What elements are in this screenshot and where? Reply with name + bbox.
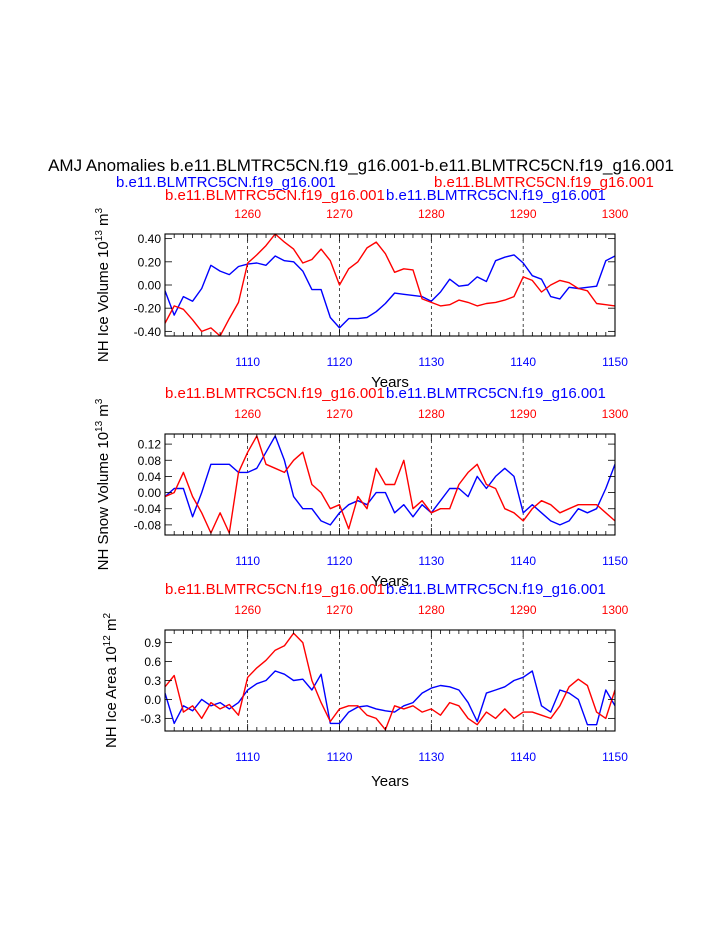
- x-bottom-tick-label: 1130: [418, 554, 444, 568]
- y-tick-label: 0.3: [144, 674, 161, 688]
- x-bottom-tick-label: 1150: [602, 355, 628, 369]
- panel-title-right: b.e11.BLMTRC5CN.f19_g16.001: [386, 581, 606, 598]
- y-tick-label: 0.08: [138, 454, 162, 468]
- x-bottom-tick-label: 1130: [418, 750, 444, 764]
- x-top-tick-label: 1300: [602, 407, 629, 421]
- chart-panel-2: -0.08 -0.04 0.00 0.04 0.08 0.12 1110 1120 1130 11…: [94, 385, 629, 590]
- panel-title-right: b.e11.BLMTRC5CN.f19_g16.001: [386, 385, 606, 402]
- chart-panel-3: -0.3 0.0 0.3 0.6 0.9 1110 1120 1130 1140 1150 1260…: [102, 581, 629, 790]
- x-top-tick-label: 1290: [510, 603, 537, 617]
- y-tick-label: 0.12: [138, 438, 162, 452]
- y-tick-label: -0.3: [140, 712, 161, 726]
- y-tick-label: 0.00: [138, 486, 162, 500]
- x-top-tick-label: 1280: [418, 407, 445, 421]
- x-top-tick-label: 1260: [234, 603, 261, 617]
- figure-title: AMJ Anomalies b.e11.BLMTRC5CN.f19_g16.00…: [48, 156, 674, 175]
- x-top-tick-label: 1290: [510, 207, 537, 221]
- x-top-tick-label: 1300: [602, 207, 629, 221]
- y-tick-label: 0.9: [144, 636, 161, 650]
- x-top-tick-label: 1270: [326, 603, 353, 617]
- x-axis-label: Years: [371, 374, 409, 391]
- y-axis-label: NH Snow Volume 1013 m3: [94, 398, 112, 570]
- series-line-red: [165, 632, 615, 731]
- y-tick-label: 0.04: [138, 470, 162, 484]
- x-bottom-tick-label: 1110: [235, 554, 260, 568]
- y-tick-label: 0.40: [138, 232, 162, 246]
- panel-title-left: b.e11.BLMTRC5CN.f19_g16.001: [165, 385, 385, 402]
- x-bottom-tick-label: 1130: [418, 355, 444, 369]
- x-top-tick-label: 1270: [326, 407, 353, 421]
- series-line-blue: [165, 254, 615, 329]
- y-tick-label: 0.6: [144, 655, 161, 669]
- series-line-red: [165, 435, 615, 534]
- panel-title-left: b.e11.BLMTRC5CN.f19_g16.001: [165, 187, 385, 204]
- y-axis-label: NH Ice Area 1012 m2: [102, 613, 120, 749]
- x-bottom-tick-label: 1140: [510, 355, 536, 369]
- x-bottom-tick-label: 1120: [327, 355, 353, 369]
- y-tick-label: -0.40: [134, 325, 162, 339]
- chart-panel-1: -0.40 -0.20 0.00 0.20 0.40 1110 1120 1130 1140 11…: [94, 187, 629, 391]
- x-top-tick-label: 1260: [234, 407, 261, 421]
- x-bottom-tick-label: 1110: [235, 355, 260, 369]
- y-tick-label: 0.20: [138, 255, 162, 269]
- series-line-red: [165, 234, 615, 336]
- y-tick-label: -0.20: [134, 302, 162, 316]
- x-top-tick-label: 1280: [418, 603, 445, 617]
- x-bottom-tick-label: 1110: [235, 750, 260, 764]
- y-axis-label: NH Ice Volume 1013 m3: [94, 207, 112, 362]
- series-line-blue: [165, 670, 615, 726]
- figure-subtitle-right: b.e11.BLMTRC5CN.f19_g16.001: [434, 174, 654, 191]
- y-tick-label: 0.0: [144, 693, 161, 707]
- x-top-tick-label: 1300: [602, 603, 629, 617]
- panel-title-right: b.e11.BLMTRC5CN.f19_g16.001: [386, 187, 606, 204]
- plot-frame: [164, 233, 616, 337]
- series-line-blue: [165, 435, 615, 526]
- x-bottom-tick-label: 1140: [510, 554, 536, 568]
- y-tick-label: -0.04: [134, 502, 162, 516]
- x-top-tick-label: 1270: [326, 207, 353, 221]
- figure-subtitle-left: b.e11.BLMTRC5CN.f19_g16.001: [116, 174, 336, 191]
- x-top-tick-label: 1260: [234, 207, 261, 221]
- y-tick-label: 0.00: [138, 279, 162, 293]
- x-bottom-tick-label: 1120: [327, 750, 353, 764]
- x-axis-label: Years: [371, 573, 409, 590]
- x-bottom-tick-label: 1140: [510, 750, 536, 764]
- x-top-tick-label: 1280: [418, 207, 445, 221]
- x-axis-label: Years: [371, 773, 409, 790]
- y-tick-label: -0.08: [134, 518, 162, 532]
- x-bottom-tick-label: 1150: [602, 750, 628, 764]
- x-bottom-tick-label: 1150: [602, 554, 628, 568]
- panel-title-left: b.e11.BLMTRC5CN.f19_g16.001: [165, 581, 385, 598]
- plot-frame: [164, 433, 616, 536]
- x-bottom-tick-label: 1120: [327, 554, 353, 568]
- x-top-tick-label: 1290: [510, 407, 537, 421]
